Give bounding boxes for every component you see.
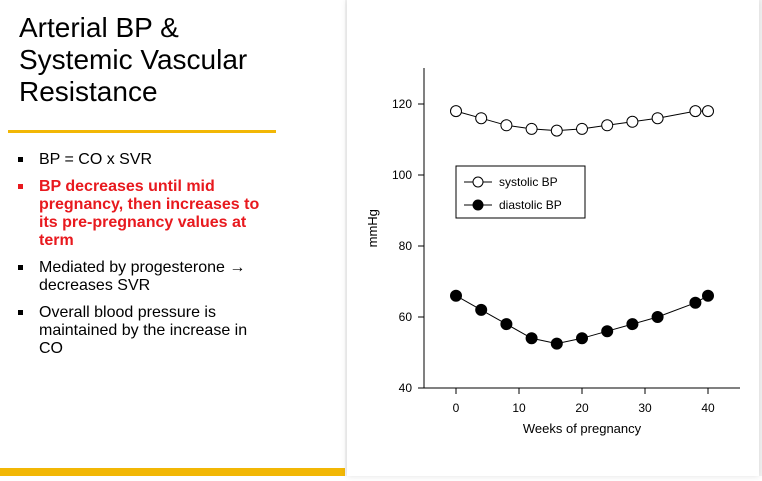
diastolic-point: [689, 296, 702, 309]
systolic-point: [475, 112, 488, 125]
systolic-point: [525, 122, 538, 135]
slide-title-line: Resistance: [19, 76, 158, 107]
bullet-text: decreases SVR: [39, 277, 151, 294]
chart-axes: 40 60 80 100 120 0 10 20 30 40: [392, 68, 740, 415]
x-tick-label: 10: [512, 401, 526, 415]
bullet-text: pregnancy, then increases to: [39, 196, 260, 213]
diastolic-point: [702, 289, 714, 302]
bullet-list: BP = CO x SVR BP decreases until mid pre…: [18, 151, 298, 367]
systolic-point: [626, 115, 639, 128]
chart-card: 40 60 80 100 120 0 10 20 30 40 systolic BP diastol…: [347, 0, 759, 476]
x-tick-label: 30: [638, 401, 652, 415]
diastolic-point: [576, 332, 588, 345]
systolic-point: [651, 112, 664, 125]
diastolic-point: [450, 289, 462, 302]
chart-series: [450, 105, 714, 350]
systolic-point: [550, 124, 563, 137]
x-tick-label: 40: [701, 401, 715, 415]
bullet-square-icon: [18, 265, 23, 270]
systolic-point: [702, 105, 714, 118]
diastolic-point: [601, 325, 614, 338]
systolic-point: [601, 119, 614, 132]
bullet-text: CO: [39, 340, 63, 357]
systolic-point: [576, 122, 588, 135]
bullet-text: maintained by the increase in: [39, 322, 248, 339]
title-underline: [8, 130, 276, 133]
bullet-text: BP = CO x SVR: [39, 151, 153, 168]
diastolic-point: [550, 337, 563, 350]
bullet-item: Overall blood pressure is maintained by …: [18, 304, 298, 358]
diastolic-point: [475, 303, 488, 316]
systolic-point: [450, 105, 462, 118]
chart-legend: systolic BP diastolic BP: [455, 165, 586, 219]
x-tick-label: 20: [575, 401, 589, 415]
x-axis-label: Weeks of pregnancy: [523, 421, 642, 436]
y-tick-label: 120: [392, 97, 412, 111]
legend-marker: [472, 199, 484, 211]
y-tick-label: 100: [392, 168, 412, 182]
y-tick-label: 60: [399, 310, 413, 324]
bullet-text: term: [39, 232, 74, 249]
y-tick-label: 40: [399, 381, 413, 395]
systolic-point: [500, 119, 513, 132]
bottom-accent-bar: [0, 468, 345, 476]
diastolic-point: [525, 332, 538, 345]
bullet-square-icon: [18, 310, 23, 315]
x-tick-label: 0: [453, 401, 460, 415]
bullet-square-icon: [18, 157, 23, 162]
bullet-text: Mediated by progesterone →: [39, 259, 246, 276]
bullet-text: Overall blood pressure is: [39, 304, 216, 321]
diastolic-point: [500, 318, 513, 331]
bullet-item: Mediated by progesterone → decreases SVR: [18, 259, 298, 295]
bp-chart: 40 60 80 100 120 0 10 20 30 40 systolic BP diastol…: [365, 68, 740, 436]
diastolic-point: [626, 318, 639, 331]
legend-marker: [472, 176, 484, 188]
y-axis-label: mmHg: [365, 209, 380, 247]
legend-label: systolic BP: [499, 175, 558, 189]
slide-title: Arterial BP & Systemic Vascular Resistan…: [19, 12, 339, 108]
bullet-text: BP decreases until mid: [39, 178, 215, 195]
bullet-item-highlight: BP decreases until mid pregnancy, then i…: [18, 178, 298, 250]
bullet-text: its pre-pregnancy values at: [39, 214, 247, 231]
slide-title-line: Systemic Vascular: [19, 44, 248, 75]
text-panel: [0, 0, 345, 476]
y-tick-label: 80: [399, 239, 413, 253]
diastolic-point: [651, 311, 664, 323]
bullet-square-icon: [18, 184, 23, 189]
slide-title-line: Arterial BP &: [19, 12, 179, 43]
bullet-item: BP = CO x SVR: [18, 151, 298, 169]
systolic-point: [689, 105, 702, 118]
legend-label: diastolic BP: [499, 198, 562, 212]
